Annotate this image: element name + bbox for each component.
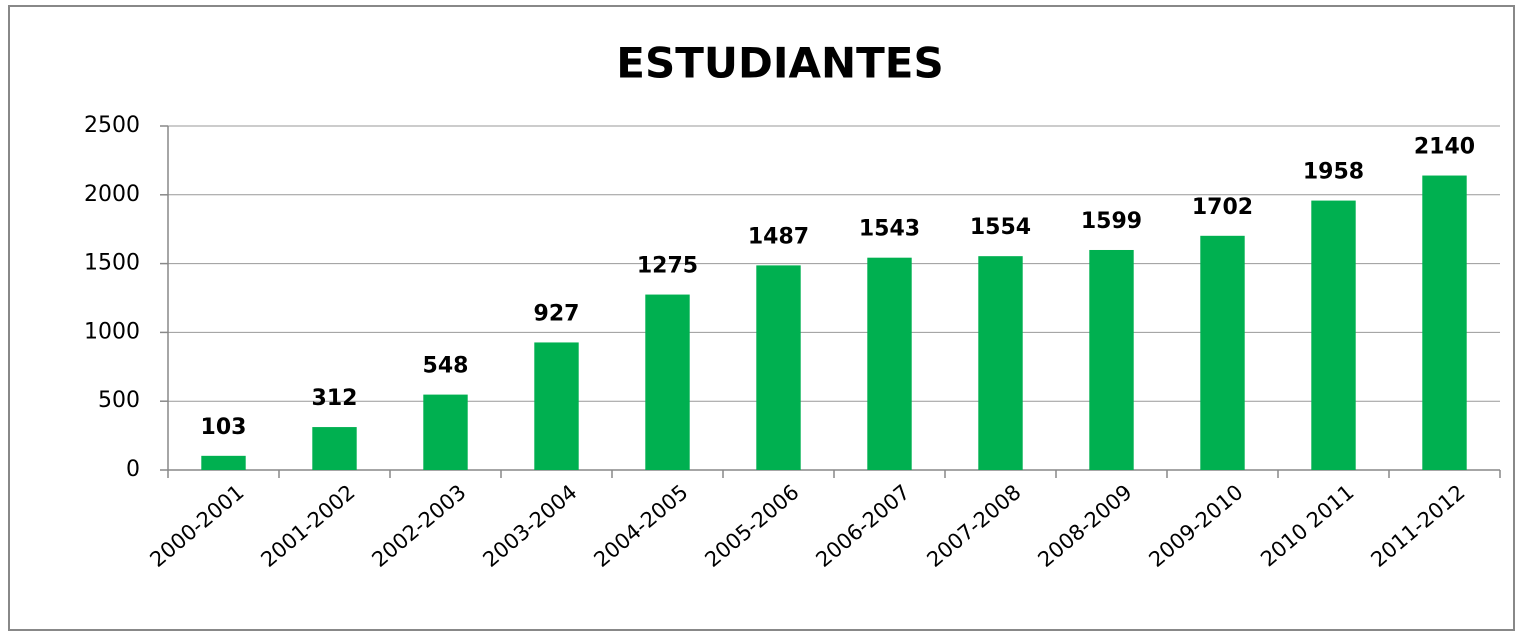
y-tick-label: 2000 <box>84 182 140 207</box>
data-label: 548 <box>423 354 469 379</box>
bar <box>312 427 357 470</box>
data-label: 1275 <box>637 254 698 279</box>
chart-title: ESTUDIANTES <box>616 39 943 88</box>
bar <box>1422 175 1467 470</box>
bar <box>978 256 1023 470</box>
y-tick-label: 1000 <box>84 319 140 344</box>
bar <box>1311 200 1356 470</box>
bar <box>756 265 801 470</box>
y-tick-label: 0 <box>126 457 140 482</box>
bar <box>645 294 690 470</box>
data-label: 312 <box>312 386 358 411</box>
data-label: 1702 <box>1192 195 1253 220</box>
y-tick-label: 500 <box>98 388 140 413</box>
data-label: 1554 <box>970 215 1031 240</box>
y-tick-label: 1500 <box>84 251 140 276</box>
data-label: 2140 <box>1414 135 1475 160</box>
bar <box>867 257 912 470</box>
bar <box>201 455 246 470</box>
bar <box>1089 249 1134 470</box>
bar <box>534 342 579 470</box>
data-label: 103 <box>201 415 247 440</box>
data-label: 1487 <box>748 224 809 249</box>
data-label: 1543 <box>859 217 920 242</box>
data-label: 1599 <box>1081 209 1142 234</box>
data-label: 1958 <box>1303 160 1364 185</box>
bar <box>1200 235 1245 470</box>
bar <box>423 394 468 470</box>
data-label: 927 <box>534 301 580 326</box>
y-tick-label: 2500 <box>84 113 140 138</box>
